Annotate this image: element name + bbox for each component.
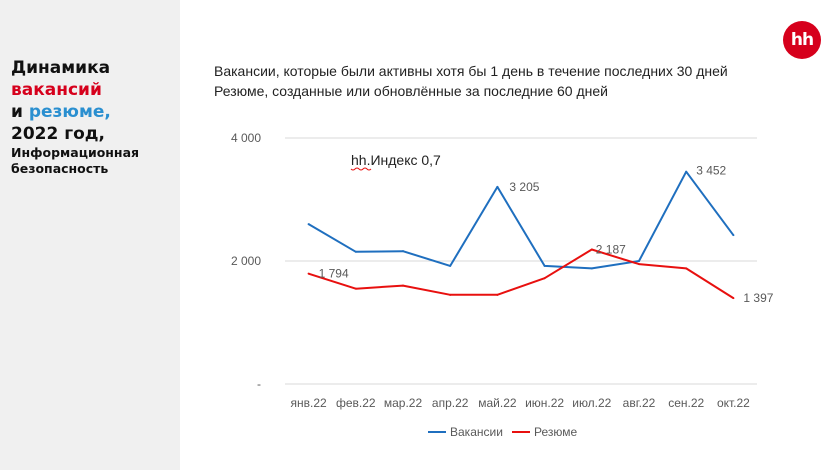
title-line-1: Динамика — [11, 58, 111, 78]
x-tick-label: июл.22 — [572, 396, 611, 410]
description-line-2: Резюме, созданные или обновлённые за пос… — [214, 83, 608, 99]
data-point — [638, 263, 640, 266]
data-point — [449, 293, 452, 296]
data-label: 3 205 — [509, 180, 539, 194]
spellcheck-underline — [350, 167, 372, 171]
data-point — [638, 260, 640, 262]
subtitle-line-1: Информационная — [11, 145, 140, 160]
data-point — [496, 293, 499, 296]
x-tick-label: авг.22 — [623, 396, 656, 410]
data-point — [402, 250, 404, 253]
title-line-3: и резюме, — [11, 101, 176, 123]
data-point — [543, 277, 546, 280]
data-point — [449, 264, 452, 267]
title-line-4: 2022 год, — [11, 124, 105, 144]
data-point — [402, 284, 404, 287]
data-point — [685, 267, 688, 270]
hh-logo: hh — [783, 21, 821, 59]
title-line-3-prefix: и — [11, 102, 29, 122]
x-tick-label: сен.22 — [668, 396, 704, 410]
x-tick-label: фев.22 — [336, 396, 376, 410]
data-label: 3 452 — [696, 164, 726, 178]
x-tick-label: июн.22 — [525, 396, 564, 410]
data-point — [354, 287, 357, 290]
subtitle-line-2: безопасность — [11, 161, 109, 176]
x-tick-label: мар.22 — [384, 396, 423, 410]
x-tick-label: апр.22 — [432, 396, 469, 410]
data-label: 1 397 — [743, 291, 773, 305]
data-point — [543, 264, 546, 267]
title-line-2: вакансий — [11, 80, 102, 100]
y-tick-label: 2 000 — [231, 254, 261, 268]
data-label: 1 794 — [319, 267, 349, 281]
chart-description: Вакансии, которые были активны хотя бы 1… — [214, 61, 728, 101]
data-point — [732, 297, 735, 300]
y-tick-label: 4 000 — [231, 131, 261, 145]
data-label: 2 187 — [596, 242, 626, 256]
series-line-vacancies — [308, 170, 735, 270]
page-title: Динамика вакансий и резюме, 2022 год, Ин… — [11, 57, 176, 177]
data-point — [685, 170, 688, 173]
data-point — [590, 248, 593, 251]
hh-index-annotation: hh.Индекс 0,7 — [351, 152, 441, 168]
legend-label: Резюме — [534, 425, 578, 439]
data-point — [496, 185, 499, 188]
x-tick-label: май.22 — [478, 396, 517, 410]
series-line-resumes — [308, 248, 734, 299]
data-point — [590, 267, 593, 270]
data-point — [732, 234, 735, 237]
y-tick-label: - — [257, 377, 261, 391]
x-tick-label: янв.22 — [291, 396, 328, 410]
x-tick-label: окт.22 — [717, 396, 750, 410]
title-line-3-word: резюме, — [28, 102, 111, 122]
data-point — [307, 223, 310, 226]
sidebar-panel — [0, 0, 180, 470]
legend-label: Вакансии — [450, 425, 503, 439]
data-point — [307, 272, 310, 275]
description-line-1: Вакансии, которые были активны хотя бы 1… — [214, 63, 728, 79]
data-point — [354, 250, 357, 253]
